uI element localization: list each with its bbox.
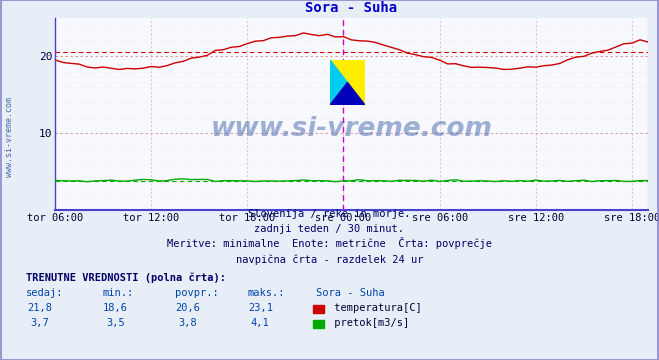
Text: povpr.:: povpr.: — [175, 288, 218, 298]
Text: temperatura[C]: temperatura[C] — [328, 303, 421, 313]
Polygon shape — [330, 82, 365, 105]
Text: 3,7: 3,7 — [30, 318, 49, 328]
Text: www.si-vreme.com: www.si-vreme.com — [5, 97, 14, 177]
Text: maks.:: maks.: — [247, 288, 285, 298]
Text: www.si-vreme.com: www.si-vreme.com — [210, 116, 492, 142]
Text: 18,6: 18,6 — [103, 303, 128, 313]
Text: 20,6: 20,6 — [175, 303, 200, 313]
Text: Sora - Suha: Sora - Suha — [316, 288, 385, 298]
Text: zadnji teden / 30 minut.: zadnji teden / 30 minut. — [254, 224, 405, 234]
Text: TRENUTNE VREDNOSTI (polna črta):: TRENUTNE VREDNOSTI (polna črta): — [26, 272, 226, 283]
Text: navpična črta - razdelek 24 ur: navpična črta - razdelek 24 ur — [236, 254, 423, 265]
Text: 23,1: 23,1 — [248, 303, 273, 313]
Text: 3,5: 3,5 — [106, 318, 125, 328]
Text: 4,1: 4,1 — [251, 318, 270, 328]
Text: sedaj:: sedaj: — [26, 288, 64, 298]
Text: min.:: min.: — [102, 288, 133, 298]
Text: Meritve: minimalne  Enote: metrične  Črta: povprečje: Meritve: minimalne Enote: metrične Črta:… — [167, 238, 492, 249]
Polygon shape — [330, 60, 365, 105]
Title: Sora - Suha: Sora - Suha — [305, 1, 397, 15]
Text: 3,8: 3,8 — [179, 318, 197, 328]
Text: Slovenija / reke in morje.: Slovenija / reke in morje. — [248, 209, 411, 219]
Polygon shape — [330, 60, 347, 105]
Text: pretok[m3/s]: pretok[m3/s] — [328, 318, 409, 328]
Text: 21,8: 21,8 — [27, 303, 52, 313]
